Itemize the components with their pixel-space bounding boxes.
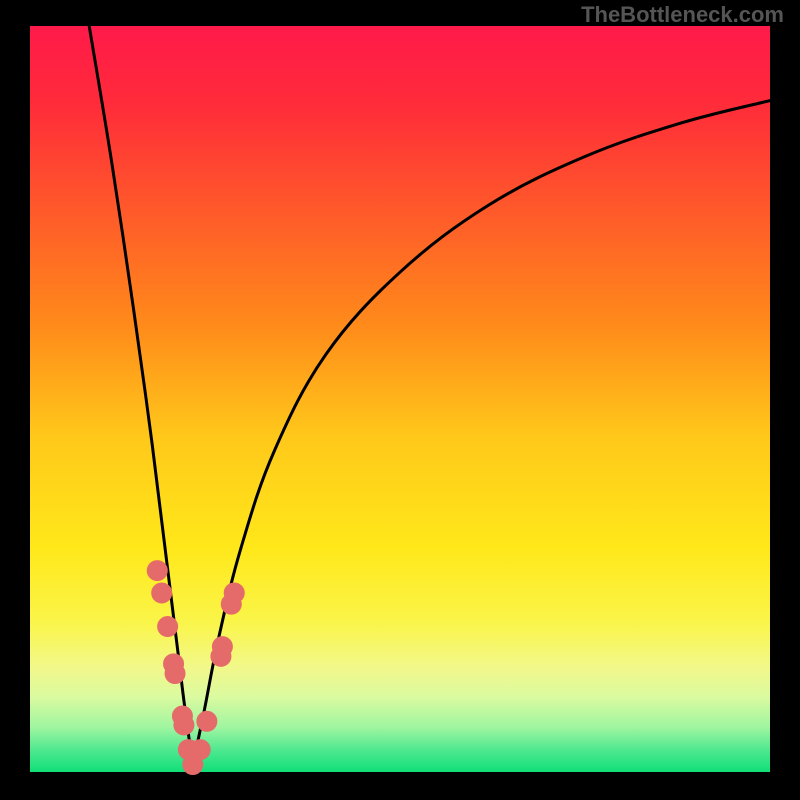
- data-marker: [165, 664, 185, 684]
- watermark-text: TheBottleneck.com: [581, 2, 784, 28]
- data-marker: [158, 617, 178, 637]
- data-marker: [212, 637, 232, 657]
- data-marker: [174, 715, 194, 735]
- data-marker: [224, 583, 244, 603]
- data-marker: [152, 583, 172, 603]
- gradient-background: [30, 26, 770, 772]
- data-marker: [197, 711, 217, 731]
- data-marker: [190, 740, 210, 760]
- bottleneck-chart: [0, 0, 800, 800]
- chart-frame: TheBottleneck.com: [0, 0, 800, 800]
- data-marker: [147, 561, 167, 581]
